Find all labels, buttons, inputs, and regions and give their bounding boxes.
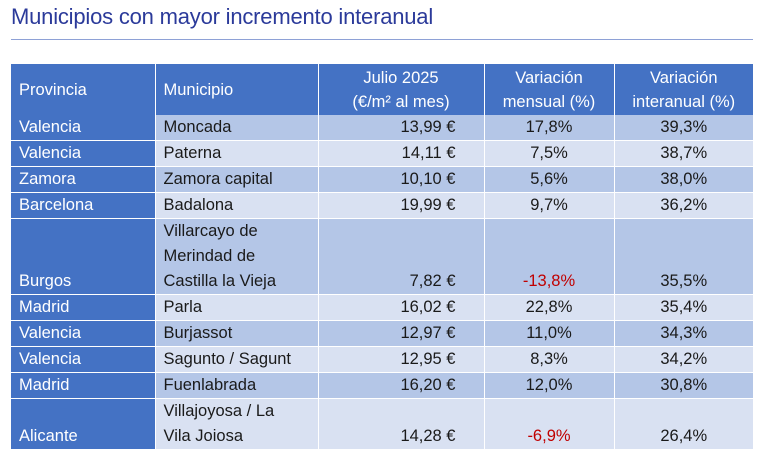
cell-precio: 12,95 € [318,346,485,373]
cell-variacion-mensual: 12,0% [484,372,615,399]
cell-precio: 12,97 € [318,320,485,347]
cell-precio: 16,02 € [318,294,485,321]
cell-provincia: Burgos [11,218,156,295]
municipio-line: Burjassot [163,324,233,342]
cell-precio: 14,28 € [318,398,485,450]
cell-variacion-interanual: 35,5% [614,218,753,295]
cell-municipio: Paterna [155,140,319,167]
table-body: Valencia Moncada 13,99 €17,8% 39,3% Valencia… [11,115,753,450]
cell-variacion-mensual: 5,6% [484,166,615,193]
cell-variacion-mensual: 11,0% [484,320,615,347]
table-row: Burgos Villarcayo de Merindad de Castilla l… [11,218,753,295]
cell-provincia: Zamora [11,166,156,193]
cell-variacion-interanual: 38,0% [614,166,753,193]
table-row: Valencia Paterna 14,11 €7,5% 38,7% [11,140,753,167]
cell-precio: 13,99 € [318,115,485,141]
cell-variacion-mensual: 22,8% [484,294,615,321]
cell-variacion-mensual: 17,8% [484,115,615,141]
header-precio-line1: Julio 2025 [363,68,439,87]
cell-precio: 19,99 € [318,192,485,219]
table-row: Madrid Parla 16,02 €22,8% 35,4% [11,294,753,321]
cell-provincia: Madrid [11,294,156,321]
municipio-line: Moncada [163,118,232,136]
cell-municipio: Fuenlabrada [155,372,319,399]
cell-municipio: Zamora capital [155,166,319,193]
cell-variacion-mensual: -13,8% [484,218,615,295]
cell-provincia: Barcelona [11,192,156,219]
municipio-line: Vila Joiosa [163,427,244,445]
municipio-line: Badalona [163,196,234,214]
cell-precio: 16,20 € [318,372,485,399]
header-municipio: Municipio [155,64,319,115]
cell-variacion-mensual: -6,9% [484,398,615,450]
cell-variacion-interanual: 38,7% [614,140,753,167]
municipio-line: Villarcayo de [163,222,258,240]
cell-precio: 14,11 € [318,140,485,167]
cell-provincia: Valencia [11,140,156,167]
municipio-line: Zamora capital [163,170,273,188]
cell-precio: 7,82 € [318,218,485,295]
cell-municipio: Badalona [155,192,319,219]
table-row: Barcelona Badalona 19,99 €9,7% 36,2% [11,192,753,219]
cell-municipio: Moncada [155,115,319,141]
cell-provincia: Madrid [11,372,156,399]
cell-municipio: Sagunto / Sagunt [155,346,319,373]
header-variacion-interanual-line2: interanual (%) [632,92,736,111]
header-variacion-mensual: Variación mensual (%) [484,64,615,115]
municipios-table: Provincia Municipio Julio 2025 (€/m² al … [11,64,753,450]
table-header-row: Provincia Municipio Julio 2025 (€/m² al … [11,64,753,115]
header-variacion-interanual: Variación interanual (%) [614,64,753,115]
cell-variacion-mensual: 7,5% [484,140,615,167]
cell-variacion-interanual: 26,4% [614,398,753,450]
header-precio-line2: (€/m² al mes) [352,92,450,111]
cell-provincia: Valencia [11,320,156,347]
table-row: Zamora Zamora capital 10,10 €5,6% 38,0% [11,166,753,193]
table-row: Madrid Fuenlabrada 16,20 €12,0% 30,8% [11,372,753,399]
cell-provincia: Valencia [11,115,156,141]
table-row: Alicante Villajoyosa / La Vila Joiosa 14,28… [11,398,753,450]
title-divider [11,39,753,40]
municipio-line: Villajoyosa / La [163,402,275,420]
page-title: Municipios con mayor incremento interanu… [11,4,434,29]
cell-variacion-interanual: 39,3% [614,115,753,141]
municipio-line: Sagunto / Sagunt [163,350,292,368]
table-row: Valencia Sagunto / Sagunt 12,95 €8,3% 34,2% [11,346,753,373]
municipio-line: Paterna [163,144,222,162]
municipio-line: Parla [163,298,203,316]
municipio-line: Merindad de [163,247,256,265]
cell-precio: 10,10 € [318,166,485,193]
header-provincia: Provincia [11,64,156,115]
cell-variacion-interanual: 36,2% [614,192,753,219]
municipio-line: Fuenlabrada [163,376,257,394]
cell-municipio: Villajoyosa / La Vila Joiosa [155,398,319,450]
cell-variacion-mensual: 9,7% [484,192,615,219]
cell-variacion-interanual: 35,4% [614,294,753,321]
cell-provincia: Valencia [11,346,156,373]
cell-municipio: Burjassot [155,320,319,347]
cell-variacion-mensual: 8,3% [484,346,615,373]
cell-variacion-interanual: 30,8% [614,372,753,399]
cell-variacion-interanual: 34,2% [614,346,753,373]
cell-provincia: Alicante [11,398,156,450]
cell-municipio: Parla [155,294,319,321]
header-variacion-mensual-line2: mensual (%) [502,92,596,111]
cell-variacion-interanual: 34,3% [614,320,753,347]
header-variacion-mensual-line1: Variación [515,68,583,87]
header-variacion-interanual-line1: Variación [649,68,718,87]
municipio-line: Castilla la Vieja [163,272,277,290]
table-row: Valencia Moncada 13,99 €17,8% 39,3% [11,115,753,141]
cell-municipio: Villarcayo de Merindad de Castilla la Viej… [155,218,319,295]
table-row: Valencia Burjassot 12,97 €11,0% 34,3% [11,320,753,347]
header-precio: Julio 2025 (€/m² al mes) [318,64,485,115]
